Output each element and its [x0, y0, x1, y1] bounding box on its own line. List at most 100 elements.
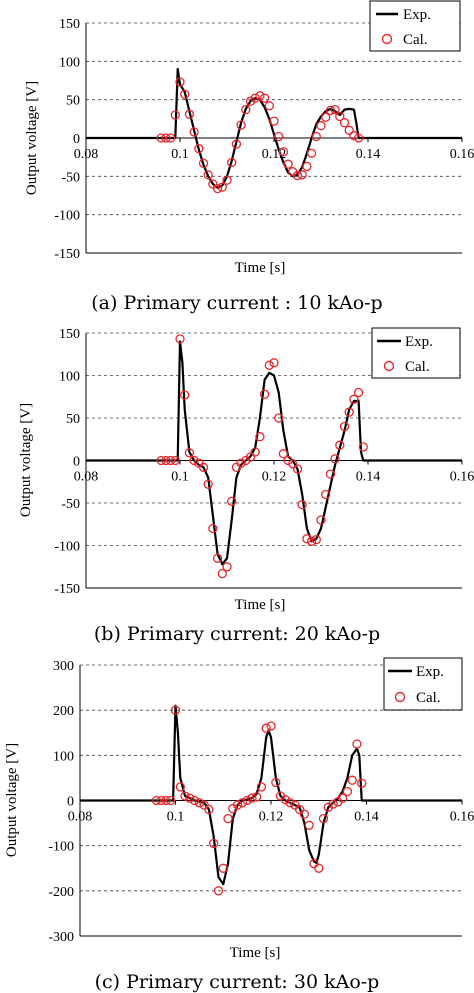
x-tick-labels: 0.08 0.1 0.12 0.14 0.16 [68, 810, 474, 825]
legend-cal-label: Cal. [403, 32, 428, 48]
cal-point [236, 120, 246, 130]
cal-point [321, 489, 331, 500]
legend-cal-marker [381, 33, 393, 45]
cal-point [242, 795, 252, 806]
cal-point [316, 121, 326, 131]
cal-point [222, 175, 232, 185]
x-axis-label: Time [s] [235, 597, 286, 613]
cal-point [203, 479, 213, 489]
cal-point [180, 89, 190, 99]
cal-point [208, 179, 218, 189]
cal-point [339, 118, 350, 128]
cal-point [302, 534, 312, 544]
cal-point [156, 795, 166, 806]
cal-point [156, 455, 166, 466]
cal-point [292, 464, 303, 474]
cal-point [180, 390, 190, 400]
x-tick-label: 0.14 [354, 810, 379, 825]
x-tick-label: 0.12 [262, 470, 287, 485]
cal-point [342, 786, 353, 797]
cal-point [278, 449, 289, 459]
cal-point [194, 144, 204, 154]
cal-point [316, 515, 326, 525]
x-axis-label: Time [s] [230, 945, 281, 961]
cal-point [280, 794, 290, 805]
legend-cal-marker [394, 691, 406, 703]
cal-point [222, 562, 232, 572]
cal-point [309, 859, 319, 869]
cal-point [292, 170, 303, 181]
cal-point [227, 496, 237, 506]
cal-point [198, 158, 209, 168]
caption-a: (a) Primary current : 10 kAo-p [91, 292, 382, 314]
cal-point [278, 147, 289, 157]
cal-point [302, 161, 312, 172]
cal-point [323, 802, 333, 812]
cal-point [283, 159, 293, 169]
cal-point [347, 775, 357, 785]
y-tick-label: 50 [66, 94, 80, 109]
cal-point [213, 886, 224, 896]
exp-line [86, 67, 462, 189]
cal-point [161, 455, 171, 466]
cal-point [236, 458, 246, 468]
cal-point [344, 125, 354, 135]
cal-point [175, 77, 185, 87]
cal-point [241, 104, 251, 115]
y-tick-label: -100 [54, 209, 80, 224]
cal-point [161, 795, 171, 806]
cal-point [212, 183, 223, 194]
x-tick-labels: 0.08 0.1 0.12 0.14 0.16 [74, 470, 474, 485]
cal-point [314, 863, 324, 873]
cal-point [161, 133, 171, 143]
y-tick-label: 100 [59, 55, 80, 70]
cal-point [255, 91, 265, 101]
cal-point [165, 455, 176, 466]
cal-point [353, 133, 364, 143]
cal-point [256, 782, 267, 792]
cal-series-markers [156, 77, 364, 194]
cal-point [247, 793, 257, 803]
cal-point [352, 739, 362, 749]
cal-point [217, 568, 227, 579]
cal-point [335, 440, 345, 450]
y-tick-label: -150 [54, 582, 80, 597]
cal-point [212, 553, 223, 563]
cal-point [189, 127, 199, 137]
cal-point [223, 813, 233, 824]
cal-point [299, 809, 310, 819]
legend-exp-label: Exp. [403, 7, 431, 23]
legend: Exp. Cal. [383, 657, 463, 711]
cal-point [294, 804, 305, 815]
cal-point [306, 536, 317, 546]
cal-point [311, 131, 321, 142]
cal-point [232, 800, 243, 810]
y-tick-label: -150 [54, 247, 80, 262]
cal-point [321, 112, 331, 122]
cal-point [245, 96, 256, 106]
cal-point [266, 721, 276, 731]
y-tick-label: 100 [53, 749, 74, 764]
y-tick-label: -50 [61, 497, 80, 512]
cal-point [297, 500, 307, 510]
cal-point [339, 421, 350, 432]
x-tick-label: 0.08 [74, 470, 99, 485]
cal-point [353, 387, 364, 398]
cal-point [185, 793, 195, 803]
y-tick-label: 100 [59, 370, 80, 385]
cal-point [274, 413, 284, 423]
cal-point [311, 534, 321, 545]
y-tick-label: -100 [54, 540, 80, 555]
legend-exp-label: Exp. [416, 664, 444, 680]
x-tick-label: 0.14 [356, 470, 381, 485]
cal-point [358, 442, 368, 452]
y-tick-label: 150 [59, 17, 80, 32]
y-axis-label: Output voltage [V] [24, 81, 40, 195]
cal-point [203, 170, 213, 180]
legend-exp-label: Exp. [405, 334, 433, 350]
cal-point [175, 334, 185, 344]
cal-point [227, 157, 237, 168]
x-tick-label: 0.16 [450, 810, 474, 825]
x-tick-label: 0.1 [171, 470, 189, 485]
